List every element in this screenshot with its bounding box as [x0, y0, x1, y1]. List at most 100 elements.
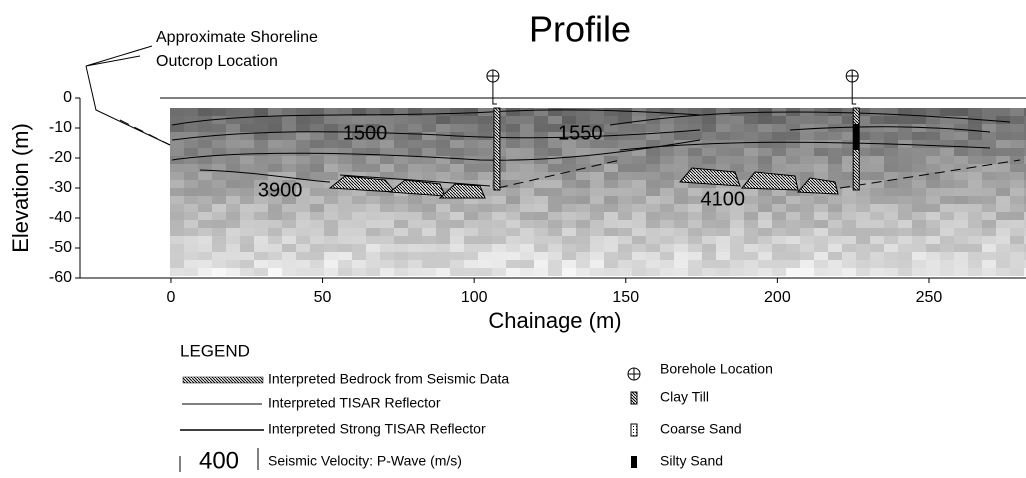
- seismic-cell: [674, 196, 688, 204]
- seismic-cell: [744, 220, 758, 228]
- seismic-cell: [870, 236, 884, 244]
- seismic-cell: [324, 124, 338, 132]
- seismic-cell: [814, 148, 828, 156]
- seismic-cell: [828, 164, 842, 172]
- seismic-cell: [744, 268, 758, 276]
- seismic-cell: [912, 228, 926, 236]
- seismic-cell: [254, 260, 268, 268]
- seismic-cell: [982, 140, 996, 148]
- seismic-cell: [702, 220, 716, 228]
- seismic-cell: [576, 188, 590, 196]
- seismic-cell: [912, 196, 926, 204]
- seismic-cell: [996, 212, 1010, 220]
- legend-symbol: [631, 456, 637, 468]
- seismic-cell: [744, 244, 758, 252]
- seismic-cell: [632, 268, 646, 276]
- seismic-cell: [856, 244, 870, 252]
- seismic-cell: [982, 220, 996, 228]
- seismic-cell: [702, 260, 716, 268]
- seismic-cell: [660, 164, 674, 172]
- seismic-cell: [184, 220, 198, 228]
- seismic-cell: [478, 220, 492, 228]
- seismic-cell: [786, 212, 800, 220]
- seismic-cell: [1010, 132, 1024, 140]
- seismic-cell: [940, 204, 954, 212]
- seismic-cell: [814, 172, 828, 180]
- seismic-cell: [954, 212, 968, 220]
- seismic-cell: [436, 116, 450, 124]
- seismic-cell: [380, 140, 394, 148]
- seismic-cell: [800, 124, 814, 132]
- seismic-cell: [856, 116, 870, 124]
- seismic-cell: [870, 108, 884, 116]
- seismic-cell: [534, 252, 548, 260]
- seismic-cell: [562, 140, 576, 148]
- seismic-cell: [800, 164, 814, 172]
- seismic-cell: [842, 220, 856, 228]
- seismic-cell: [982, 212, 996, 220]
- seismic-cell: [576, 156, 590, 164]
- seismic-cell: [450, 172, 464, 180]
- seismic-cell: [744, 164, 758, 172]
- seismic-cell: [1010, 260, 1024, 268]
- seismic-cell: [394, 132, 408, 140]
- silty-sand: [853, 124, 860, 150]
- seismic-cell: [548, 204, 562, 212]
- x-tick-label: 0: [167, 289, 176, 306]
- seismic-cell: [856, 196, 870, 204]
- seismic-cell: [800, 228, 814, 236]
- seismic-cell: [310, 140, 324, 148]
- seismic-cell: [856, 108, 870, 116]
- seismic-cell: [226, 164, 240, 172]
- seismic-cell: [968, 180, 982, 188]
- seismic-cell: [982, 164, 996, 172]
- y-tick-label: -40: [49, 209, 72, 226]
- seismic-cell: [856, 188, 870, 196]
- seismic-cell: [688, 156, 702, 164]
- seismic-cell: [982, 204, 996, 212]
- seismic-cell: [632, 156, 646, 164]
- seismic-cell: [366, 140, 380, 148]
- seismic-cell: [912, 172, 926, 180]
- seismic-cell: [856, 268, 870, 276]
- seismic-cell: [212, 148, 226, 156]
- seismic-cell: [282, 244, 296, 252]
- seismic-cell: [996, 164, 1010, 172]
- seismic-cell: [660, 236, 674, 244]
- seismic-cell: [436, 172, 450, 180]
- seismic-cell: [786, 204, 800, 212]
- legend-label: Interpreted Strong TISAR Reflector: [268, 421, 486, 437]
- seismic-cell: [282, 180, 296, 188]
- seismic-cell: [856, 140, 870, 148]
- seismic-cell: [1024, 252, 1026, 260]
- seismic-cell: [926, 108, 940, 116]
- seismic-cell: [996, 172, 1010, 180]
- seismic-cell: [408, 236, 422, 244]
- seismic-cell: [366, 252, 380, 260]
- seismic-cell: [674, 228, 688, 236]
- seismic-cell: [380, 116, 394, 124]
- seismic-cell: [800, 172, 814, 180]
- seismic-cell: [254, 268, 268, 276]
- y-tick-label: 0: [63, 89, 72, 106]
- seismic-cell: [394, 196, 408, 204]
- seismic-cell: [310, 212, 324, 220]
- seismic-cell: [548, 164, 562, 172]
- seismic-cell: [338, 164, 352, 172]
- seismic-cell: [268, 188, 282, 196]
- seismic-cell: [716, 132, 730, 140]
- seismic-cell: [254, 108, 268, 116]
- seismic-cell: [212, 124, 226, 132]
- seismic-cell: [240, 252, 254, 260]
- seismic-cell: [352, 140, 366, 148]
- seismic-cell: [394, 228, 408, 236]
- seismic-cell: [394, 156, 408, 164]
- seismic-cell: [184, 164, 198, 172]
- seismic-cell: [828, 156, 842, 164]
- seismic-cell: [520, 180, 534, 188]
- seismic-cell: [716, 220, 730, 228]
- seismic-cell: [898, 124, 912, 132]
- seismic-cell: [478, 244, 492, 252]
- seismic-cell: [380, 228, 394, 236]
- seismic-cell: [352, 220, 366, 228]
